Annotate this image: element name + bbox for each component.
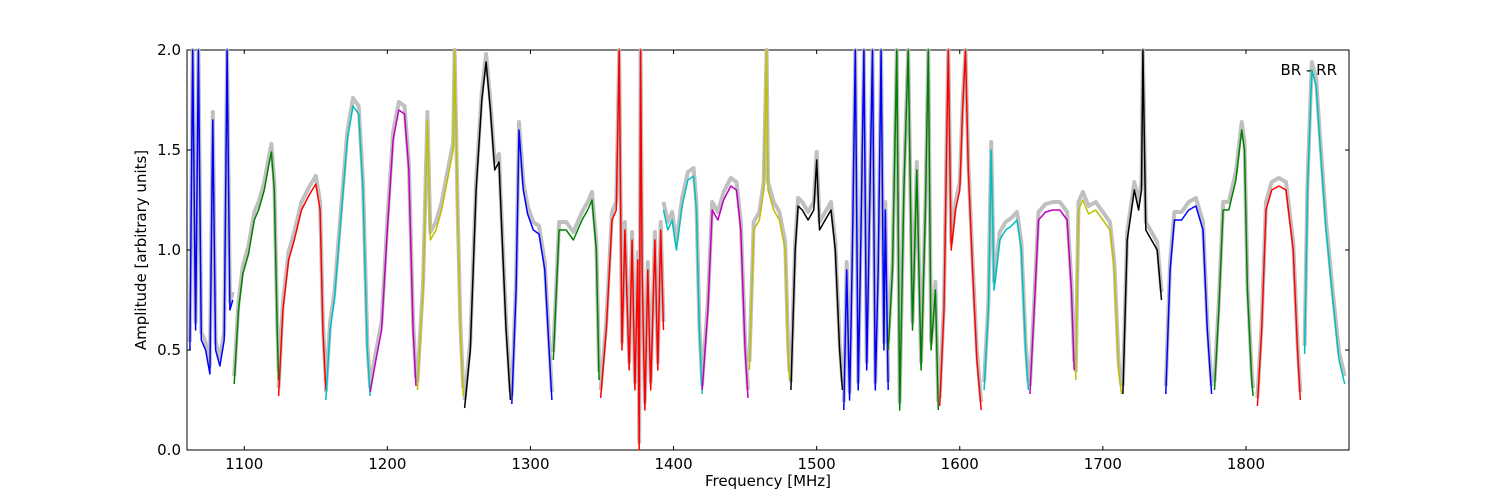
series-segment-12 [701,185,749,399]
series-segment-17 [938,49,982,411]
y-tick-label: 2.0 [157,41,181,59]
y-axis-label: Amplitude [arbitrary units] [132,150,150,350]
x-tick-label: 1600 [941,455,979,473]
series-segment-7 [463,61,512,409]
y-tick-label: 0.0 [157,441,181,459]
reference-segment-7 [462,52,513,401]
series-segment-4 [325,105,371,401]
series-segment-21 [1122,49,1163,395]
series-segment-15 [843,49,889,411]
x-tick-label: 1200 [368,455,406,473]
y-tick-label: 1.0 [157,241,181,259]
series-segment-8 [511,129,553,405]
y-tick-label: 0.5 [157,341,181,359]
series-layer [189,49,1346,451]
reference-segment-9 [551,190,602,373]
reference-segment-4 [323,96,373,393]
series-segment-25 [1303,69,1346,385]
reference-segment-2 [232,142,281,377]
reference-segment-13 [747,48,792,373]
series-segment-14 [790,159,844,391]
x-tick-label: 1300 [511,455,549,473]
series-segment-22 [1165,205,1213,395]
series-segment-11 [662,175,703,395]
x-axis-label: Frequency [MHz] [705,472,831,490]
series-segment-1 [189,49,234,375]
series-segment-19 [1029,209,1075,395]
series-segment-18 [983,149,1030,391]
series-segment-5 [369,109,417,393]
x-tick-label: 1700 [1084,455,1122,473]
x-tick-label: 1400 [654,455,692,473]
series-segment-16 [887,49,940,411]
series-segment-23 [1213,129,1254,397]
plot-annotation: BR - RR [1280,61,1337,79]
series-segment-20 [1074,199,1123,395]
series-segment-2 [233,151,280,385]
series-segment-10 [599,49,665,451]
series-segment-3 [277,183,327,397]
reference-segment-14 [788,150,845,383]
y-tick-label: 1.5 [157,141,181,159]
series-segment-6 [416,49,464,397]
series-segment-24 [1256,185,1302,407]
series-segment-9 [552,199,600,381]
reference-segment-22 [1163,196,1214,387]
series-segment-13 [748,49,791,381]
x-tick-label: 1800 [1227,455,1265,473]
x-tick-label: 1500 [798,455,836,473]
tick-layer: 1100 1200 1300 1400 1500 1600 1700 1800 0.0 0.5 1.… [157,41,1349,473]
x-tick-label: 1100 [225,455,263,473]
